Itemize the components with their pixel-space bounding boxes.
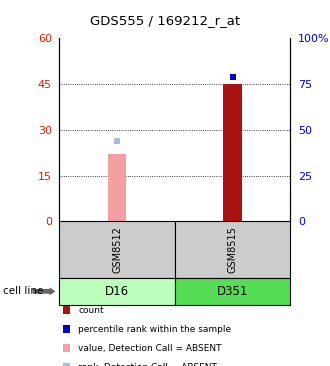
Text: D16: D16	[105, 285, 129, 298]
Text: count: count	[78, 306, 104, 314]
Text: value, Detection Call = ABSENT: value, Detection Call = ABSENT	[78, 344, 222, 352]
Bar	[108, 154, 126, 221]
Text: GDS555 / 169212_r_at: GDS555 / 169212_r_at	[90, 14, 240, 27]
Text: percentile rank within the sample: percentile rank within the sample	[78, 325, 231, 333]
Text: GSM8512: GSM8512	[112, 226, 122, 273]
Text: cell line: cell line	[3, 286, 44, 296]
Bar	[223, 84, 242, 221]
Text: D351: D351	[217, 285, 248, 298]
Text: rank, Detection Call = ABSENT: rank, Detection Call = ABSENT	[78, 363, 217, 366]
Text: GSM8515: GSM8515	[228, 226, 238, 273]
